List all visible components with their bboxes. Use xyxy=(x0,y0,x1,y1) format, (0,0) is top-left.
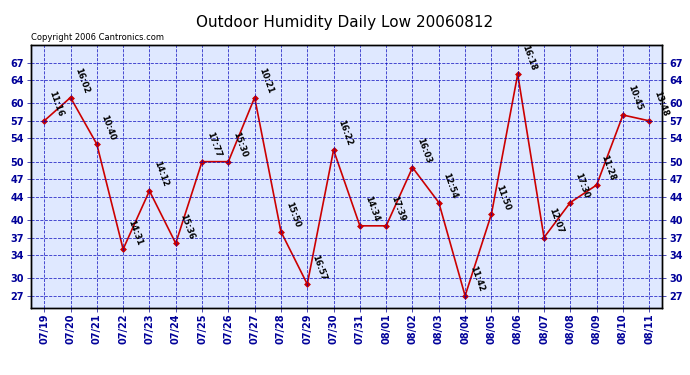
Text: 15:36: 15:36 xyxy=(179,212,196,240)
Text: 11:50: 11:50 xyxy=(494,183,512,211)
Text: 11:16: 11:16 xyxy=(47,90,65,118)
Text: 13:48: 13:48 xyxy=(652,90,669,118)
Text: 16:22: 16:22 xyxy=(336,119,354,147)
Text: 14:31: 14:31 xyxy=(126,218,144,246)
Text: 17:30: 17:30 xyxy=(573,172,591,200)
Text: 11:28: 11:28 xyxy=(600,154,617,182)
Text: 16:02: 16:02 xyxy=(73,66,91,95)
Text: 11:42: 11:42 xyxy=(468,265,486,293)
Text: 16:57: 16:57 xyxy=(310,253,328,281)
Text: 16:03: 16:03 xyxy=(415,136,433,165)
Text: 12:54: 12:54 xyxy=(442,171,460,200)
Text: 12:07: 12:07 xyxy=(546,207,564,235)
Text: 15:50: 15:50 xyxy=(284,201,302,229)
Text: 17:77: 17:77 xyxy=(205,131,222,159)
Text: 14:34: 14:34 xyxy=(363,195,380,223)
Text: 15:30: 15:30 xyxy=(231,131,248,159)
Text: 10:45: 10:45 xyxy=(626,84,643,112)
Text: 10:40: 10:40 xyxy=(99,113,117,141)
Text: 17:39: 17:39 xyxy=(389,195,406,223)
Text: 14:12: 14:12 xyxy=(152,160,170,188)
Text: Copyright 2006 Cantronics.com: Copyright 2006 Cantronics.com xyxy=(31,33,164,42)
Text: Outdoor Humidity Daily Low 20060812: Outdoor Humidity Daily Low 20060812 xyxy=(197,15,493,30)
Text: 16:18: 16:18 xyxy=(520,43,538,71)
Text: 10:21: 10:21 xyxy=(257,66,275,95)
